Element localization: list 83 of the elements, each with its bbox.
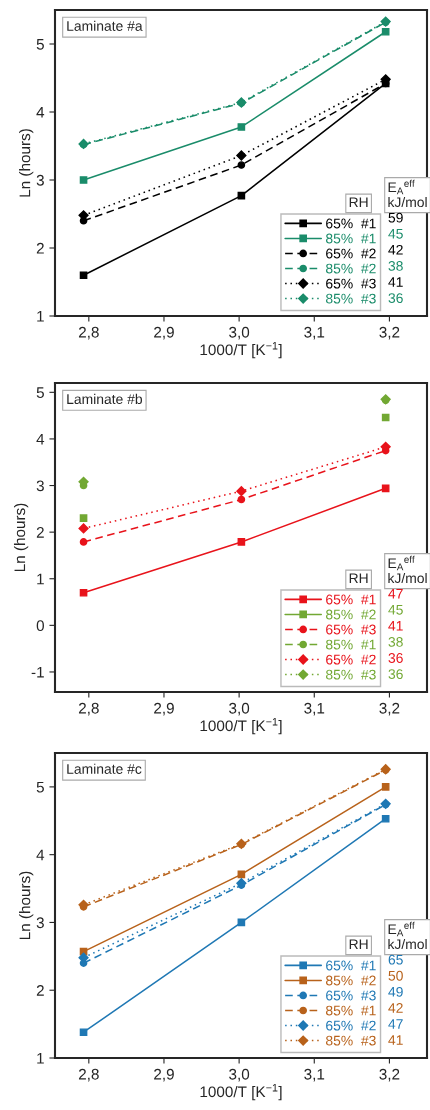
annotation: E$_{A}$$^{eff}$ kJ/mol bbox=[388, 555, 427, 584]
legend-label: 85% #2 bbox=[326, 263, 376, 274]
x-axis-title: 1000/T [K$^{−1}$] bbox=[200, 718, 282, 735]
legend-title: RH bbox=[349, 939, 368, 949]
legend-label: 65% #2 bbox=[326, 654, 376, 665]
x-tick-label: 3,1 bbox=[304, 1068, 325, 1082]
annotation: 36 bbox=[388, 653, 403, 663]
annotation: 50 bbox=[388, 970, 403, 981]
y-tick-label: -1 bbox=[31, 666, 44, 678]
text: Laminate #c bbox=[67, 763, 142, 774]
x-tick-label: 3,2 bbox=[379, 702, 400, 716]
legend-label: 65% #2 bbox=[326, 248, 376, 259]
legend-label: 85% #3 bbox=[326, 1035, 376, 1046]
annotation: 38 bbox=[388, 637, 403, 647]
annotation: 36 bbox=[388, 293, 403, 304]
annotation: 47 bbox=[388, 1019, 403, 1029]
annotation: 41 bbox=[388, 277, 403, 287]
y-tick-label: 4 bbox=[36, 849, 45, 861]
annotation: 38 bbox=[388, 261, 403, 271]
legend-label: 65% #1 bbox=[326, 594, 376, 605]
legend-label: 85% #1 bbox=[326, 639, 376, 650]
x-tick-label: 3,1 bbox=[304, 326, 325, 340]
y-tick-label: 1 bbox=[37, 1053, 44, 1064]
y-tick-label: 4 bbox=[36, 433, 45, 445]
y-tick-label: 5 bbox=[36, 781, 44, 793]
legend-label: 85% #1 bbox=[326, 233, 376, 244]
x-tick-label: 2,8 bbox=[78, 702, 99, 716]
y-tick-label: 3 bbox=[36, 174, 44, 186]
x-axis-title: 1000/T [K$^{−1}$] bbox=[200, 342, 282, 359]
y-tick-label: 2 bbox=[36, 527, 44, 538]
x-tick-label: 3,0 bbox=[229, 702, 250, 716]
x-tick-label: 3,0 bbox=[229, 1068, 250, 1082]
y-tick-label: 2 bbox=[36, 985, 44, 996]
y-axis-title: Ln (hours) bbox=[19, 871, 34, 940]
legend-title: RH bbox=[349, 197, 368, 207]
annotation: 42 bbox=[388, 244, 403, 255]
x-tick-label: 3,0 bbox=[229, 326, 250, 340]
annotation: 41 bbox=[388, 621, 403, 631]
annotation: E$_{A}$$^{eff}$ kJ/mol bbox=[388, 179, 427, 208]
annotation: 59 bbox=[388, 212, 403, 223]
x-tick-label: 2,9 bbox=[154, 702, 174, 716]
legend-title: RH bbox=[349, 573, 368, 583]
annotation: 42 bbox=[388, 1003, 403, 1013]
annotation: 45 bbox=[388, 228, 403, 239]
legend-label: 85% #2 bbox=[326, 975, 376, 986]
x-tick-label: 3,2 bbox=[379, 326, 400, 340]
legend-label: 85% #3 bbox=[326, 293, 376, 304]
y-axis-title: Ln (hours) bbox=[13, 503, 29, 572]
y-tick-label: 5 bbox=[36, 387, 44, 399]
annotation: E$_{A}$$^{eff}$ kJ/mol bbox=[388, 921, 427, 950]
legend-label: 85% #3 bbox=[326, 669, 376, 680]
legend-label: 85% #1 bbox=[326, 1005, 376, 1016]
annotation: 41 bbox=[388, 1035, 403, 1045]
legend-label: 65% #3 bbox=[326, 278, 376, 289]
text: Laminate #a bbox=[67, 20, 143, 31]
x-tick-label: 2,8 bbox=[78, 326, 99, 340]
annotation: 47 bbox=[388, 588, 403, 599]
legend-label: 65% #1 bbox=[326, 218, 376, 229]
y-tick-label: 5 bbox=[36, 39, 44, 50]
annotation: 49 bbox=[388, 986, 403, 997]
legend-label: 65% #3 bbox=[326, 624, 376, 635]
y-tick-label: 3 bbox=[36, 917, 44, 929]
y-tick-label: 1 bbox=[37, 311, 44, 322]
y-tick-label: 3 bbox=[36, 480, 44, 492]
x-tick-label: 2,9 bbox=[154, 1068, 174, 1082]
x-tick-label: 2,9 bbox=[154, 326, 174, 340]
x-tick-label: 3,2 bbox=[379, 1068, 400, 1082]
y-axis-title: Ln (hours) bbox=[19, 129, 34, 197]
y-tick-label: 1 bbox=[37, 573, 44, 585]
legend-label: 85% #2 bbox=[326, 609, 376, 620]
legend-label: 65% #2 bbox=[326, 1020, 376, 1031]
y-tick-label: 2 bbox=[36, 242, 44, 254]
x-tick-label: 2,8 bbox=[78, 1068, 99, 1082]
legend-label: 65% #1 bbox=[326, 960, 376, 971]
x-tick-label: 3,1 bbox=[304, 702, 325, 716]
annotation: 36 bbox=[388, 669, 403, 680]
legend-label: 65% #3 bbox=[326, 990, 376, 1001]
text: Laminate #b bbox=[67, 393, 143, 405]
annotation: 45 bbox=[388, 604, 403, 615]
y-tick-label: 0 bbox=[36, 620, 44, 632]
y-tick-label: 4 bbox=[36, 107, 45, 118]
x-axis-title: 1000/T [K$^{−1}$] bbox=[200, 1084, 282, 1101]
annotation: 65 bbox=[388, 954, 403, 965]
